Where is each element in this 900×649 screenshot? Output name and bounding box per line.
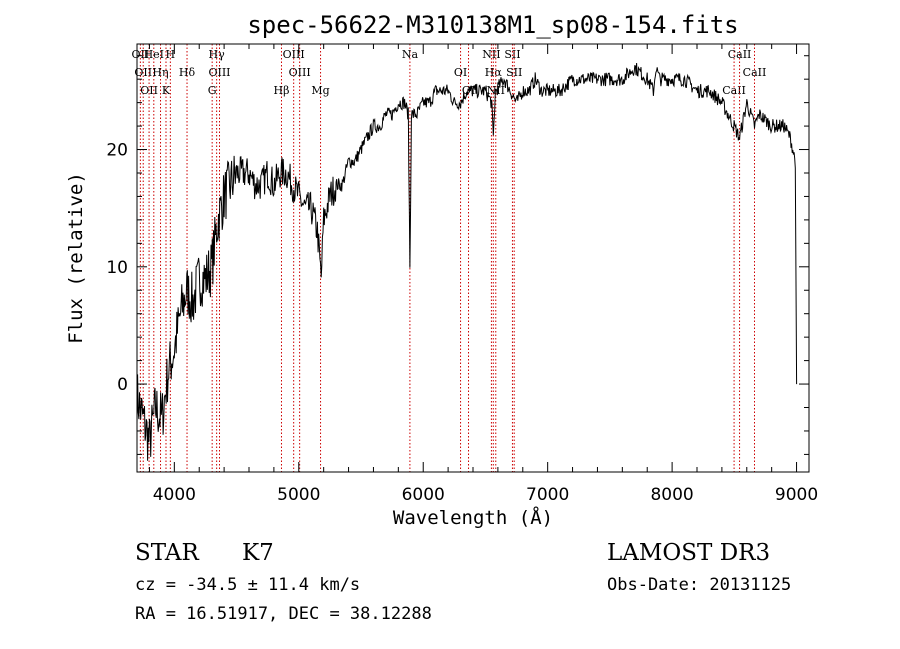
line-label: CaII	[743, 66, 767, 79]
observation-date: Obs-Date: 20131125	[607, 575, 792, 595]
plot-frame	[136, 43, 810, 473]
line-label: OII	[140, 84, 158, 97]
line-label: OII	[134, 66, 152, 79]
y-tick-label: 20	[106, 141, 128, 161]
line-label: SII	[506, 66, 522, 79]
line-label: Hα	[485, 66, 503, 79]
line-label: CaII	[722, 84, 746, 97]
object-type: STAR	[135, 540, 199, 566]
line-label: K	[162, 84, 171, 97]
line-label: Hη	[152, 66, 168, 79]
x-tick-label: 4000	[153, 485, 196, 505]
line-label: G	[208, 84, 217, 97]
line-label: OIII	[208, 66, 230, 79]
redshift-cz: cz = -34.5 ± 11.4 km/s	[135, 575, 361, 595]
chart-title: spec-56622-M310138M1_sp08-154.fits	[247, 11, 738, 39]
line-label: OIII	[283, 48, 305, 61]
line-label: NII	[482, 48, 500, 61]
line-label: H	[166, 48, 176, 61]
spectral-subclass: K7	[242, 540, 274, 566]
spectrum-line	[136, 62, 798, 461]
survey-name: LAMOST DR3	[607, 540, 771, 566]
x-tick-label: 5000	[277, 485, 320, 505]
y-axis-label: Flux (relative)	[65, 172, 87, 344]
line-label: Hδ	[179, 66, 196, 79]
y-tick-label: 10	[106, 258, 128, 278]
line-label: SII	[504, 48, 520, 61]
ra-dec-coordinates: RA = 16.51917, DEC = 38.12288	[135, 604, 432, 624]
line-label: HeI	[144, 48, 164, 61]
line-label: Na	[402, 48, 419, 61]
x-axis-label: Wavelength (Å)	[393, 506, 553, 529]
line-label: CaII	[728, 48, 752, 61]
line-label: OI	[454, 66, 467, 79]
x-tick-label: 8000	[650, 485, 693, 505]
line-label: OIII	[289, 66, 311, 79]
x-tick-label: 9000	[775, 485, 818, 505]
line-label: OII	[132, 48, 150, 61]
x-tick-label: 7000	[526, 485, 569, 505]
line-label: Hβ	[274, 84, 290, 97]
y-tick-label: 0	[117, 375, 128, 395]
line-label: Mg	[311, 84, 329, 97]
x-tick-label: 6000	[402, 485, 445, 505]
line-label: Hγ	[209, 48, 226, 61]
